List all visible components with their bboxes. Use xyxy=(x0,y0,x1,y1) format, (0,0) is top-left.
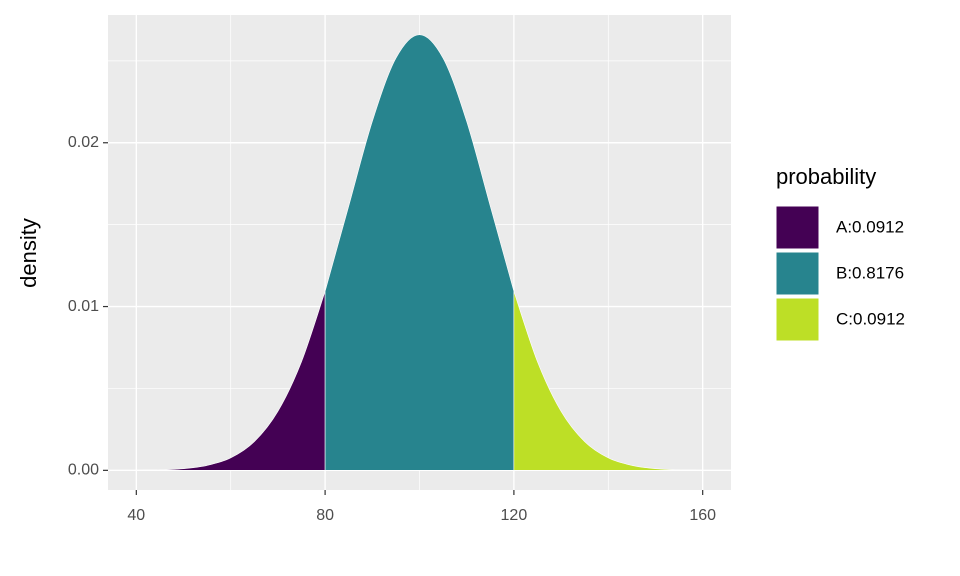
y-tick-label: 0.00 xyxy=(68,462,99,479)
area xyxy=(136,291,326,471)
y-axis-title: density xyxy=(16,218,41,288)
legend-label: C:0.0912 xyxy=(836,309,905,328)
legend-key xyxy=(775,205,820,250)
legend-title: probability xyxy=(776,164,876,189)
x-tick-label: 160 xyxy=(689,507,716,524)
x-tick-label: 80 xyxy=(316,507,334,524)
legend-key xyxy=(775,297,820,342)
legend-label: A:0.0912 xyxy=(836,217,904,236)
legend-key xyxy=(775,251,820,296)
legend-label: B:0.8176 xyxy=(836,263,904,282)
area xyxy=(513,291,703,471)
y-tick-label: 0.02 xyxy=(68,134,99,151)
area xyxy=(324,34,515,471)
x-tick-label: 120 xyxy=(501,507,528,524)
x-tick-label: 40 xyxy=(127,507,145,524)
y-tick-label: 0.01 xyxy=(68,298,99,315)
